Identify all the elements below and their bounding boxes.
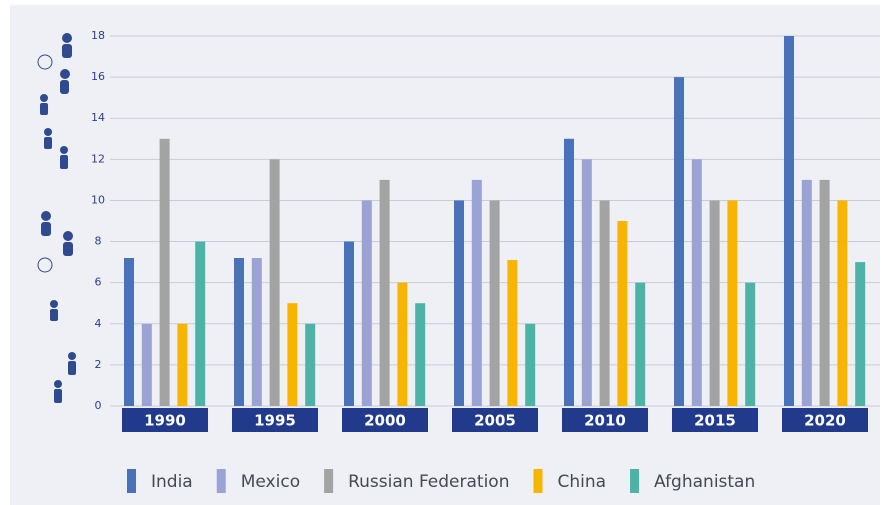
bar	[415, 303, 426, 406]
y-tick-label: 18	[91, 29, 105, 42]
legend-swatch	[630, 469, 640, 493]
bar	[159, 138, 170, 406]
category-box	[782, 408, 868, 432]
bar	[397, 282, 408, 406]
bar	[124, 258, 134, 406]
y-tick-label: 16	[91, 70, 105, 83]
category-box	[452, 408, 538, 432]
y-tick-label: 12	[91, 152, 105, 165]
category-box	[122, 408, 208, 432]
y-tick-label: 14	[91, 111, 105, 124]
y-tick-label: 4	[95, 317, 102, 330]
bar	[635, 282, 646, 406]
bar	[234, 258, 244, 406]
bar	[709, 200, 720, 406]
bar	[599, 200, 610, 406]
bar	[819, 179, 830, 406]
bar	[454, 200, 464, 406]
bar	[489, 200, 500, 406]
legend-label: Mexico	[241, 472, 300, 492]
bar	[251, 258, 262, 406]
bar	[617, 221, 628, 406]
x-tick-label: 2020	[804, 412, 846, 430]
y-tick-label: 8	[95, 235, 102, 248]
legend-swatch	[324, 469, 334, 493]
x-tick-label: 2015	[694, 412, 736, 430]
bar	[177, 323, 188, 406]
bar	[784, 36, 794, 406]
x-tick-label: 2010	[584, 412, 626, 430]
bar	[361, 200, 372, 406]
legend-swatch	[127, 469, 136, 493]
y-tick-label: 0	[95, 399, 102, 412]
legend-label: Afghanistan	[654, 472, 755, 492]
y-tick-label: 6	[95, 276, 102, 289]
bar	[379, 179, 390, 406]
x-tick-label: 2005	[474, 412, 516, 430]
legend-label: China	[557, 472, 606, 492]
legend-label: Russian Federation	[348, 472, 509, 492]
legend-label: India	[151, 472, 193, 492]
x-tick-label: 2000	[364, 412, 406, 430]
bar	[745, 282, 756, 406]
x-tick-label: 1990	[144, 412, 186, 430]
category-box	[562, 408, 648, 432]
bar	[581, 159, 592, 406]
bar	[691, 159, 702, 406]
category-box	[672, 408, 758, 432]
category-box	[342, 408, 428, 432]
legend-swatch	[533, 469, 543, 493]
x-tick-label: 1995	[254, 412, 296, 430]
bar	[195, 241, 206, 406]
bar	[525, 323, 536, 406]
bar	[674, 77, 684, 406]
y-tick-label: 2	[95, 358, 102, 371]
bar	[471, 179, 482, 406]
people-decoration	[37, 33, 76, 403]
bar	[564, 138, 574, 406]
bar	[801, 179, 812, 406]
bar	[837, 200, 848, 406]
bar	[287, 303, 298, 406]
bar	[305, 323, 316, 406]
legend-swatch	[216, 469, 226, 493]
bar	[727, 200, 738, 406]
bar	[344, 241, 354, 406]
bar	[855, 262, 866, 406]
bar	[141, 323, 152, 406]
y-tick-label: 10	[91, 193, 105, 206]
bar	[507, 260, 518, 406]
bar	[269, 159, 280, 406]
category-box	[232, 408, 318, 432]
